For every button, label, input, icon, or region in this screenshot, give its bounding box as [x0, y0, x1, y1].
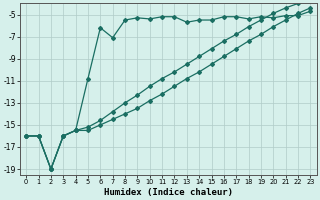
X-axis label: Humidex (Indice chaleur): Humidex (Indice chaleur) — [104, 188, 233, 197]
